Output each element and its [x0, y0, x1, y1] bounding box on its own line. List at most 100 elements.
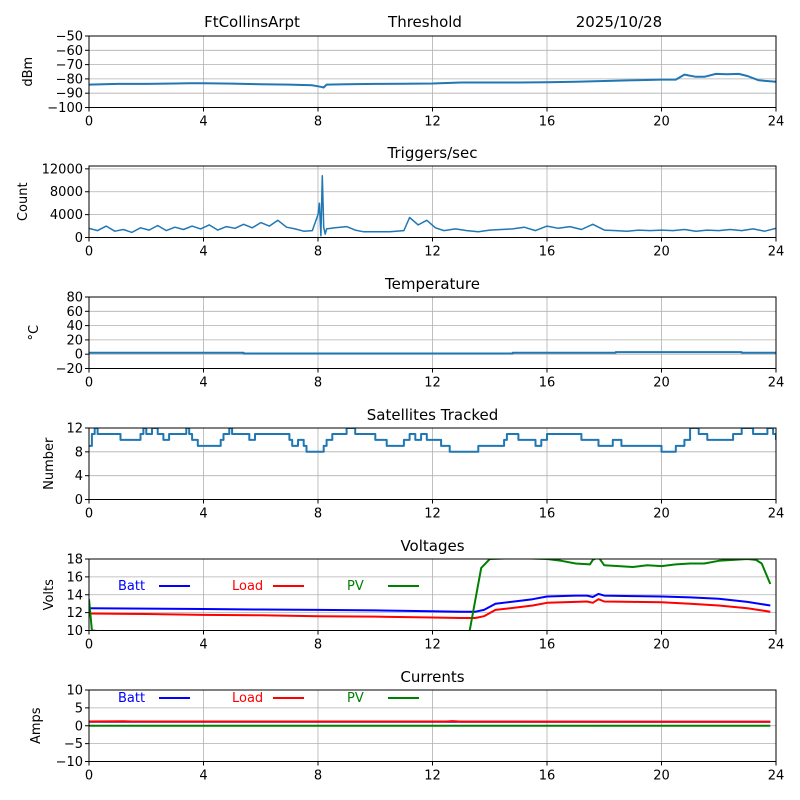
y-tick-label: 20 — [66, 333, 83, 348]
y-tick-label: 5 — [75, 701, 83, 716]
y-tick-label: 8 — [75, 445, 83, 460]
x-tick-label: 16 — [539, 507, 556, 522]
x-tick-label: 4 — [199, 376, 207, 391]
y-axis-label: Number — [42, 437, 57, 490]
y-tick-label: 14 — [66, 588, 83, 603]
x-tick-label: 16 — [539, 245, 556, 260]
x-tick-label: 24 — [768, 245, 785, 260]
y-tick-label: 12 — [66, 606, 83, 621]
x-tick-label: 12 — [424, 638, 441, 653]
y-tick-label: 0 — [75, 348, 83, 363]
y-tick-label: 10 — [66, 684, 83, 699]
y-tick-label: 16 — [66, 570, 83, 585]
x-tick-label: 0 — [85, 115, 93, 130]
series-line-pv — [89, 559, 772, 631]
series-group — [89, 72, 776, 89]
x-tick-label: 20 — [653, 769, 670, 784]
panel-threshold: 0 4 8 12 16 20 24 −100−90−80−70−60−50 dBm — [21, 30, 784, 130]
x-tick-label: 20 — [653, 245, 670, 260]
x-tick-label: 8 — [314, 115, 322, 130]
series-line-load — [89, 720, 771, 723]
x-tick-label: 0 — [85, 638, 93, 653]
x-tick-label: 4 — [199, 769, 207, 784]
y-tick-label: −50 — [56, 30, 83, 45]
series-line-load — [89, 598, 771, 619]
panel-satellites: 0 4 8 12 16 20 24 0 4 8 12 Satellites Tracked Number — [42, 406, 784, 522]
x-tick-label: 8 — [314, 245, 322, 260]
y-axis-label: dBm — [21, 57, 36, 87]
y-tick-label: 0 — [75, 231, 83, 246]
y-tick-label: 0 — [75, 719, 83, 734]
x-tick-label: 12 — [424, 376, 441, 391]
y-tick-label: −10 — [56, 755, 83, 770]
x-tick-label: 16 — [539, 115, 556, 130]
y-tick-label: 40 — [66, 319, 83, 334]
y-tick-label: 8000 — [50, 185, 83, 200]
header-date: 2025/10/28 — [576, 13, 662, 31]
x-tick-label: 4 — [199, 245, 207, 260]
x-tick-label: 24 — [768, 638, 785, 653]
y-tick-label: −5 — [64, 737, 83, 752]
x-tick-label: 0 — [85, 245, 93, 260]
x-tick-label: 4 — [199, 507, 207, 522]
header-mode: Threshold — [387, 13, 462, 31]
x-tick-label: 24 — [768, 507, 785, 522]
series-group — [89, 428, 776, 453]
x-tick-label: 16 — [539, 376, 556, 391]
panel-title: Voltages — [400, 537, 464, 555]
series-line-satellites — [89, 428, 776, 453]
x-tick-label: 0 — [85, 769, 93, 784]
series-group — [89, 559, 772, 631]
y-tick-label: 80 — [66, 291, 83, 306]
x-tick-label: 8 — [314, 638, 322, 653]
x-tick-label: 4 — [199, 638, 207, 653]
y-axis-label: Amps — [29, 707, 44, 744]
y-tick-label: 4000 — [50, 208, 83, 223]
header-station: FtCollinsArpt — [204, 13, 300, 31]
series-group — [89, 174, 776, 237]
y-axis-label: °C — [27, 325, 42, 341]
x-tick-label: 12 — [424, 115, 441, 130]
panel-title: Triggers/sec — [387, 144, 478, 162]
series-line-threshold — [89, 72, 776, 89]
series-group — [89, 351, 776, 355]
x-tick-label: 12 — [424, 769, 441, 784]
x-tick-label: 4 — [199, 115, 207, 130]
y-tick-label: 0 — [75, 493, 83, 508]
x-tick-label: 12 — [424, 507, 441, 522]
y-axis-label: Volts — [42, 579, 57, 611]
y-tick-label: −90 — [56, 87, 83, 102]
x-tick-label: 20 — [653, 507, 670, 522]
y-tick-label: −60 — [56, 44, 83, 59]
legend-label-load: Load — [232, 579, 263, 594]
x-tick-label: 20 — [653, 376, 670, 391]
y-tick-label: 60 — [66, 305, 83, 320]
x-tick-label: 20 — [653, 638, 670, 653]
x-tick-label: 12 — [424, 245, 441, 260]
panel-title: Satellites Tracked — [367, 406, 498, 424]
x-tick-label: 24 — [768, 115, 785, 130]
y-tick-label: −100 — [47, 101, 83, 116]
x-tick-label: 8 — [314, 769, 322, 784]
panel-currents: 0 4 8 12 16 20 24 −10 −5 0 5 10 Currents Amps Batt Load… — [29, 668, 784, 784]
x-tick-label: 0 — [85, 507, 93, 522]
y-tick-label: 10 — [66, 624, 83, 639]
panel-title: Temperature — [384, 275, 480, 293]
x-tick-label: 16 — [539, 638, 556, 653]
x-tick-label: 8 — [314, 507, 322, 522]
x-tick-label: 16 — [539, 769, 556, 784]
y-tick-label: −70 — [56, 58, 83, 73]
x-tick-label: 24 — [768, 376, 785, 391]
panel-voltages: 0 4 8 12 16 20 24 10 12 14 16 18 Voltages Volts Batt Lo… — [42, 537, 785, 653]
y-tick-label: −20 — [56, 362, 83, 377]
series-group — [89, 720, 771, 727]
x-tick-label: 20 — [653, 115, 670, 130]
x-tick-label: 0 — [85, 376, 93, 391]
x-tick-label: 8 — [314, 376, 322, 391]
legend-label-pv: PV — [347, 691, 364, 706]
y-axis-label: Count — [16, 182, 31, 221]
legend-label-batt: Batt — [118, 691, 145, 706]
